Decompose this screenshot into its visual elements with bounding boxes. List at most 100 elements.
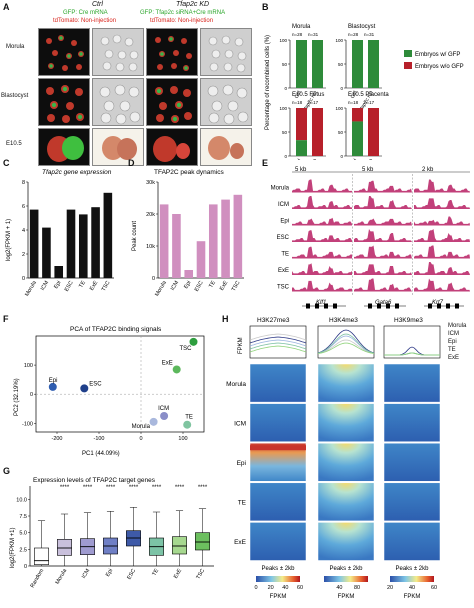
heatmap-0-morula: [249, 363, 307, 403]
profile-ylabel: FPKM: [238, 337, 244, 354]
legend-with-gfp: Embryos w/ GFP: [415, 52, 460, 58]
panel-d-bar-esc: [196, 241, 206, 278]
panel-b-yticklabel: 50: [282, 130, 288, 135]
legend-morula: Morula: [448, 323, 467, 329]
colorbar-0: [256, 576, 300, 582]
panel-e-tracks: 5 kb 5 kb 2 kb Klf1 Gata6 Krt7 Morula ICM…: [271, 167, 470, 309]
panel-c-bar-exe: [91, 207, 100, 278]
panel-c-label: C: [3, 158, 10, 168]
heatmap-row-label-te: TE: [238, 500, 247, 507]
legend-swatch-without-gfp: [404, 62, 412, 69]
profile-frame-1: [317, 325, 375, 359]
track-label-tsc: TSC: [277, 285, 290, 291]
profile-line: [317, 342, 375, 354]
gene-gata6: Gata6: [375, 300, 392, 306]
box-sig: ****: [83, 485, 93, 491]
panel-b-yticklabel: 50: [338, 130, 344, 135]
track-label-te: TE: [281, 252, 289, 258]
heatmap-2-icm: [383, 403, 441, 442]
profile-line: [317, 333, 375, 354]
panel-d-yticklabel: 20k: [146, 212, 155, 218]
panel-c-bar-esc: [66, 209, 76, 278]
track-label-esc: ESC: [277, 235, 290, 241]
heatmap-1-morula: [317, 363, 375, 403]
panel-b-chart: Percentage of recombined cells (%) Morul…: [265, 24, 464, 160]
panel-b-yticklabel: 100: [335, 38, 343, 43]
bar-with-gfp: [352, 121, 363, 156]
panel-b-n-kd-2: n=17: [308, 100, 319, 105]
heatmap-0-icm: [249, 403, 307, 442]
gene-exon: [395, 303, 399, 309]
panel-f-chart: PCA of TFAP2C binding signals PC1 (44.09…: [14, 326, 205, 457]
scale-2: 5 kb: [362, 167, 374, 173]
panel-c-bar-morula: [29, 209, 39, 278]
heatmap-0-exe: [249, 522, 307, 561]
panel-d-bar-morula: [159, 204, 169, 278]
gene-exon: [324, 303, 328, 309]
box-xticklabel: TE: [152, 568, 161, 577]
profile-line: [249, 336, 307, 344]
bar-without-gfp: [352, 108, 363, 122]
signal-track: [414, 216, 470, 226]
profile-line: [249, 342, 307, 350]
box-sig: ****: [198, 485, 208, 491]
gene-exon: [377, 303, 381, 309]
signal-track: [292, 217, 352, 226]
pca-label-exe: ExE: [162, 360, 173, 366]
mark-h3k27me3: H3K27me3: [257, 317, 290, 324]
signal-track: [354, 278, 412, 292]
panel-f-ylabel: PC2 (32.19%): [14, 378, 20, 416]
peaks-label-2: Peaks ± 2kb: [396, 566, 430, 572]
legend-exe: ExE: [448, 355, 460, 361]
colorbar-label-0: FPKM: [270, 594, 287, 600]
signal-track: [354, 245, 412, 259]
panel-d-bar-tsc: [233, 194, 243, 278]
panel-c-xticklabel: TSC: [101, 280, 112, 293]
panel-g-label: G: [3, 466, 11, 476]
kd-title: Tfap2c KD: [176, 1, 210, 8]
track-label-icm: ICM: [278, 202, 289, 208]
pca-point-esc: [80, 384, 89, 393]
signal-track: [354, 218, 412, 226]
pca-point-icm: [160, 412, 169, 420]
panel-d-title: TFAP2C peak dynamics: [154, 169, 224, 176]
gene-exon: [428, 303, 432, 309]
panel-b-n-ctrl-2: n=18: [292, 100, 303, 105]
colorbar-tick: 60: [297, 585, 303, 591]
panel-d-bar-epi: [184, 270, 194, 278]
ctrl-title: Ctrl: [92, 1, 103, 8]
mark-h3k9me3: H3K9me3: [394, 317, 423, 324]
colorbar-tick: 20: [268, 585, 274, 591]
panel-b-ylabel: Percentage of recombined cells (%): [265, 35, 271, 130]
scale-3: 2 kb: [422, 167, 434, 173]
panel-b-yticklabel: 100: [335, 106, 343, 111]
micrograph-ctrl-blastocyst-fluor: [38, 78, 90, 126]
panel-c-xticklabel: Epi: [53, 280, 62, 290]
colorbar-2: [390, 576, 434, 582]
panel-b-subtitle-3: E10.5 Placenta: [348, 92, 389, 98]
panel-c-yticklabel: 6: [22, 204, 25, 210]
panel-g-title: Expression levels of TFAP2C target genes: [33, 477, 156, 484]
panel-b-yticklabel: 0: [284, 154, 287, 159]
bar-with-gfp: [368, 40, 379, 88]
panel-d-yticklabel: 30k: [146, 180, 155, 186]
panel-b-n-kd-0: n=31: [308, 32, 319, 37]
gene-exon: [437, 303, 441, 309]
signal-track: [354, 180, 412, 193]
box-random: [34, 547, 49, 565]
legend-epi: Epi: [448, 339, 457, 345]
peaks-label-0: Peaks ± 2kb: [262, 566, 296, 572]
panel-c-yticklabel: 2: [22, 252, 25, 258]
kd-line1: GFP: Tfap2c siRNA+Cre mRNA: [140, 10, 226, 16]
box-xticklabel: ICM: [81, 568, 91, 580]
panel-c-xticklabel: ExE: [89, 280, 99, 292]
colorbar-tick: 40: [409, 585, 415, 591]
heatmap-2-epi: [383, 442, 441, 482]
signal-track: [354, 229, 412, 242]
panel-d-yticklabel: 0: [152, 276, 155, 282]
panel-d-xticklabel: ESC: [194, 280, 205, 293]
panel-b-n-ctrl-3: n=18: [348, 100, 359, 105]
panel-d-xticklabel: ICM: [170, 280, 180, 292]
kd-line2: tdTomato: Non-injection: [150, 18, 214, 24]
profile-line: [384, 346, 440, 356]
